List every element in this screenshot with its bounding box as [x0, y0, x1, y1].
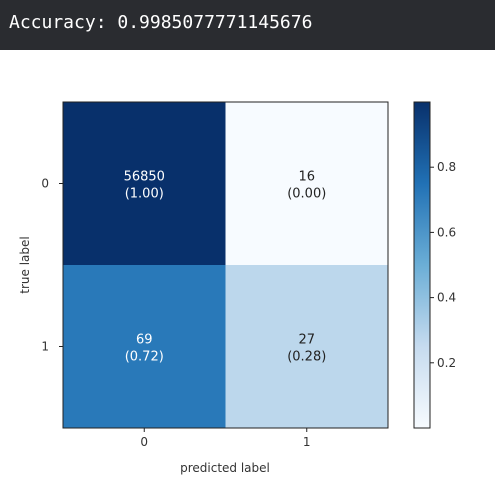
cell-output-bar: Accuracy: 0.9985077771145676 — [0, 0, 495, 50]
confusion-matrix-chart: 56850 (1.00) 16 (0.00) 69 (0.72) 27 (0.28) 0 1 0 1… — [18, 101, 456, 475]
y-tick-label: 1 — [41, 340, 49, 354]
axis-ticks: 0 1 0 1 — [41, 177, 310, 450]
heatmap-cells: 56850 (1.00) 16 (0.00) 69 (0.72) 27 (0.28) — [63, 102, 388, 428]
y-axis-label: true label — [18, 236, 32, 293]
colorbar-tick-label: 0.6 — [437, 225, 456, 239]
x-tick-label: 0 — [140, 435, 148, 449]
colorbar-ticks: 0.8 0.6 0.4 0.2 — [430, 160, 456, 370]
colorbar-tick-label: 0.4 — [437, 291, 456, 305]
colorbar — [413, 101, 431, 429]
cell-ratio-label: (1.00) — [125, 187, 164, 202]
x-axis-label: predicted label — [180, 461, 270, 475]
heatmap-cell — [225, 102, 388, 265]
colorbar-tick-label: 0.8 — [437, 160, 456, 174]
accuracy-output: Accuracy: 0.9985077771145676 — [9, 12, 313, 33]
heatmap-cell — [63, 102, 226, 265]
cell-count-label: 56850 — [124, 170, 165, 185]
y-tick-label: 0 — [41, 177, 49, 191]
cell-count-label: 69 — [136, 333, 153, 348]
plot-frame — [62, 101, 389, 429]
x-tick-label: 1 — [303, 435, 311, 449]
heatmap-cell — [225, 265, 388, 428]
cell-ratio-label: (0.00) — [287, 187, 326, 202]
cell-ratio-label: (0.28) — [287, 350, 326, 365]
cell-count-label: 27 — [298, 333, 315, 348]
heatmap-cell — [63, 265, 226, 428]
cell-count-label: 16 — [298, 170, 315, 185]
colorbar-tick-label: 0.2 — [437, 356, 456, 370]
cell-ratio-label: (0.72) — [125, 350, 164, 365]
